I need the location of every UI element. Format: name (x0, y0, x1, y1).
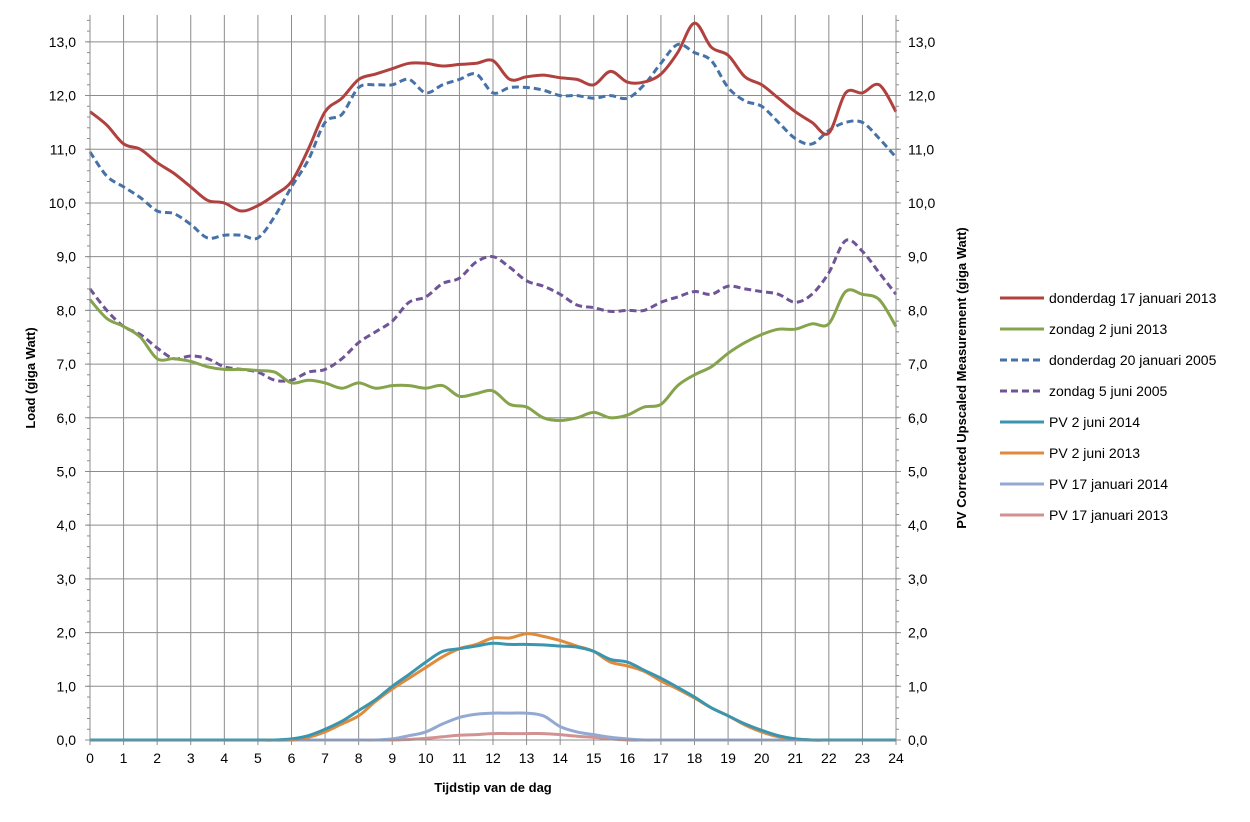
legend-label: zondag 2 juni 2013 (1049, 321, 1168, 337)
y-tick-label: 2,0 (57, 625, 77, 641)
y2-tick-label: 7,0 (908, 356, 928, 372)
y2-tick-label: 9,0 (908, 249, 928, 265)
y-tick-label: 13,0 (49, 34, 76, 50)
x-tick-label: 7 (321, 750, 329, 766)
legend: donderdag 17 januari 2013 zondag 2 juni 2… (1000, 290, 1217, 523)
x-tick-label: 19 (720, 750, 736, 766)
y2-tick-label: 4,0 (908, 517, 928, 533)
legend-label: PV 17 januari 2014 (1049, 476, 1168, 492)
x-tick-label: 6 (288, 750, 296, 766)
y2-tick-label: 11,0 (908, 141, 934, 157)
series-line-zondag-5-juni-2005 (88, 238, 898, 383)
axes: 0 1 2 3 4 5 6 7 8 9 10 11 12 13 14 15 16 17 18 19 20 21 22 23 24… (49, 15, 935, 766)
legend-label: donderdag 20 januari 2005 (1049, 352, 1217, 368)
legend-label: PV 17 januari 2013 (1049, 507, 1168, 523)
x-tick-label: 0 (86, 750, 94, 766)
y-tick-label: 1,0 (57, 678, 77, 694)
x-tick-label: 17 (653, 750, 669, 766)
series-line-donderdag-20-januari-2005 (88, 42, 898, 241)
x-tick-label: 5 (254, 750, 262, 766)
y2-tick-label: 2,0 (908, 625, 928, 641)
x-tick-label: 11 (452, 750, 467, 766)
x-tick-label: 8 (355, 750, 363, 766)
x-tick-label: 15 (586, 750, 602, 766)
x-tick-label: 13 (519, 750, 535, 766)
series-line-donderdag-17-januari-2013 (89, 21, 898, 213)
y-axis-title: Load (giga Watt) (23, 327, 38, 428)
x-tick-label: 2 (153, 750, 161, 766)
legend-label: PV 2 juni 2014 (1049, 414, 1140, 430)
x-tick-label: 16 (620, 750, 636, 766)
x-tick-label: 22 (821, 750, 837, 766)
legend-label: donderdag 17 januari 2013 (1049, 290, 1217, 306)
y2-tick-label: 13,0 (908, 34, 935, 50)
y-tick-label: 11,0 (50, 141, 76, 157)
y2-axis-title: PV Corrected Upscaled Measurement (giga … (954, 227, 969, 528)
series-line-zondag-2-juni-2013 (88, 288, 898, 422)
x-tick-label: 1 (120, 750, 128, 766)
legend-label: PV 2 juni 2013 (1049, 445, 1140, 461)
x-tick-label: 21 (787, 750, 803, 766)
y-tick-label: 7,0 (57, 356, 77, 372)
x-tick-label: 12 (485, 750, 501, 766)
y2-tick-label: 0,0 (908, 732, 928, 748)
y-tick-label: 8,0 (57, 302, 77, 318)
y2-tick-label: 6,0 (908, 410, 928, 426)
x-tick-label: 18 (687, 750, 703, 766)
x-tick-label: 24 (888, 750, 904, 766)
y-tick-label: 12,0 (49, 88, 76, 104)
y2-tick-label: 1,0 (908, 678, 928, 694)
x-tick-label: 23 (855, 750, 871, 766)
y-tick-label: 3,0 (57, 571, 77, 587)
y2-tick-label: 3,0 (908, 571, 928, 587)
x-tick-label: 10 (418, 750, 434, 766)
x-tick-label: 3 (187, 750, 195, 766)
y-tick-label: 5,0 (57, 463, 77, 479)
y2-tick-label: 8,0 (908, 302, 928, 318)
y-tick-label: 9,0 (57, 249, 77, 265)
legend-label: zondag 5 juni 2005 (1049, 383, 1168, 399)
y2-tick-label: 5,0 (908, 463, 928, 479)
x-tick-label: 9 (388, 750, 396, 766)
y-tick-label: 10,0 (49, 195, 76, 211)
x-axis-title: Tijdstip van de dag (434, 780, 552, 795)
y-tick-label: 0,0 (57, 732, 77, 748)
y-tick-label: 4,0 (57, 517, 77, 533)
y2-tick-label: 10,0 (908, 195, 935, 211)
x-tick-label: 20 (754, 750, 770, 766)
y2-tick-label: 12,0 (908, 88, 935, 104)
x-tick-label: 14 (552, 750, 568, 766)
y-tick-label: 6,0 (57, 410, 77, 426)
x-tick-label: 4 (220, 750, 228, 766)
